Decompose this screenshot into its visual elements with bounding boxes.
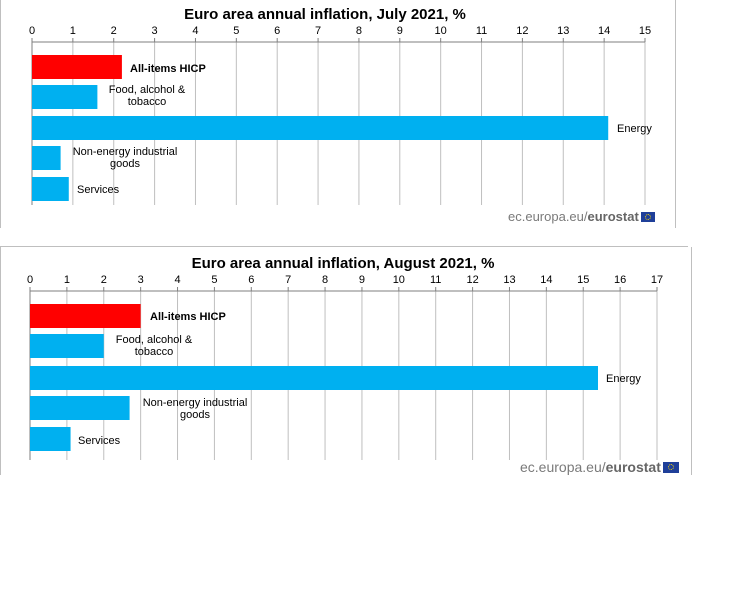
source-domain: ec.europa.eu/ bbox=[520, 459, 606, 475]
category-label-line: Non-energy industrial bbox=[143, 397, 248, 409]
tick-label: 9 bbox=[359, 274, 365, 286]
category-label: Non-energy industrial goods bbox=[143, 397, 248, 421]
tick-label: 2 bbox=[101, 274, 107, 286]
category-label: All-items HICP bbox=[130, 63, 206, 75]
bar-4 bbox=[32, 177, 69, 201]
category-label-line: tobacco bbox=[128, 96, 167, 108]
category-label: Food, alcohol & tobacco bbox=[109, 84, 186, 108]
panel-separator bbox=[0, 246, 688, 247]
eurostat-source-logo: ec.europa.eu/eurostat bbox=[520, 459, 679, 475]
category-label-line: Non-energy industrial bbox=[73, 146, 178, 158]
category-label: Services bbox=[77, 184, 120, 196]
eu-flag-icon bbox=[640, 211, 655, 222]
tick-label: 1 bbox=[64, 274, 70, 286]
category-label: Non-energy industrial goods bbox=[73, 146, 178, 170]
tick-label: 1 bbox=[70, 25, 76, 37]
category-label: Energy bbox=[606, 373, 641, 385]
tick-label: 6 bbox=[274, 25, 280, 37]
category-label-line: Food, alcohol & bbox=[116, 334, 193, 346]
tick-label: 2 bbox=[111, 25, 117, 37]
tick-label: 0 bbox=[27, 274, 33, 286]
category-label: Services bbox=[78, 435, 121, 447]
tick-label: 7 bbox=[285, 274, 291, 286]
category-label: All-items HICP bbox=[150, 311, 226, 323]
tick-label: 4 bbox=[174, 274, 180, 286]
source-domain: ec.europa.eu/ bbox=[508, 209, 588, 224]
chart-title: Euro area annual inflation, August 2021,… bbox=[191, 255, 495, 272]
bar-1 bbox=[32, 85, 98, 109]
tick-label: 15 bbox=[577, 274, 589, 286]
category-label-line: All-items HICP bbox=[150, 311, 226, 323]
tick-label: 17 bbox=[651, 274, 663, 286]
bar-0 bbox=[30, 304, 141, 328]
tick-label: 5 bbox=[211, 274, 217, 286]
bar-1 bbox=[30, 334, 104, 358]
tick-label: 6 bbox=[248, 274, 254, 286]
tick-label: 13 bbox=[503, 274, 515, 286]
category-label-line: Services bbox=[78, 435, 121, 447]
tick-label: 0 bbox=[29, 25, 35, 37]
tick-label: 16 bbox=[614, 274, 626, 286]
tick-label: 14 bbox=[540, 274, 552, 286]
bar-0 bbox=[32, 55, 122, 79]
tick-label: 13 bbox=[557, 25, 569, 37]
august-2021-chart-panel: Euro area annual inflation, August 2021,… bbox=[0, 247, 692, 477]
tick-label: 10 bbox=[393, 274, 405, 286]
tick-label: 14 bbox=[598, 25, 610, 37]
tick-label: 10 bbox=[435, 25, 447, 37]
tick-label: 11 bbox=[476, 25, 487, 37]
tick-label: 4 bbox=[192, 25, 198, 37]
tick-label: 5 bbox=[233, 25, 239, 37]
july-2021-chart-panel: Euro area annual inflation, July 2021, %… bbox=[0, 0, 676, 232]
bar-3 bbox=[32, 146, 61, 170]
category-label: Food, alcohol & tobacco bbox=[116, 334, 193, 358]
tick-label: 8 bbox=[356, 25, 362, 37]
category-label-line: Services bbox=[77, 184, 120, 196]
category-label-line: Food, alcohol & bbox=[109, 84, 186, 96]
tick-label: 9 bbox=[397, 25, 403, 37]
tick-label: 15 bbox=[639, 25, 651, 37]
bar-2 bbox=[30, 366, 598, 390]
category-label-line: All-items HICP bbox=[130, 63, 206, 75]
eurostat-wordmark: eurostat bbox=[605, 459, 661, 475]
bar-4 bbox=[30, 427, 71, 451]
eu-flag-icon bbox=[662, 461, 679, 473]
tick-label: 12 bbox=[516, 25, 528, 37]
category-label-line: goods bbox=[110, 158, 140, 170]
tick-label: 12 bbox=[466, 274, 478, 286]
chart-title: Euro area annual inflation, July 2021, % bbox=[184, 6, 466, 23]
bar-2 bbox=[32, 116, 609, 140]
tick-label: 7 bbox=[315, 25, 321, 37]
category-label-line: Energy bbox=[617, 123, 652, 135]
eurostat-wordmark: eurostat bbox=[587, 209, 639, 224]
category-label-line: tobacco bbox=[135, 346, 174, 358]
eurostat-source-logo: ec.europa.eu/eurostat bbox=[508, 209, 655, 224]
category-label: Energy bbox=[617, 123, 652, 135]
category-label-line: goods bbox=[180, 409, 210, 421]
tick-label: 3 bbox=[138, 274, 144, 286]
category-label-line: Energy bbox=[606, 373, 641, 385]
tick-label: 8 bbox=[322, 274, 328, 286]
tick-label: 11 bbox=[430, 274, 441, 286]
bar-3 bbox=[30, 396, 130, 420]
tick-label: 3 bbox=[152, 25, 158, 37]
